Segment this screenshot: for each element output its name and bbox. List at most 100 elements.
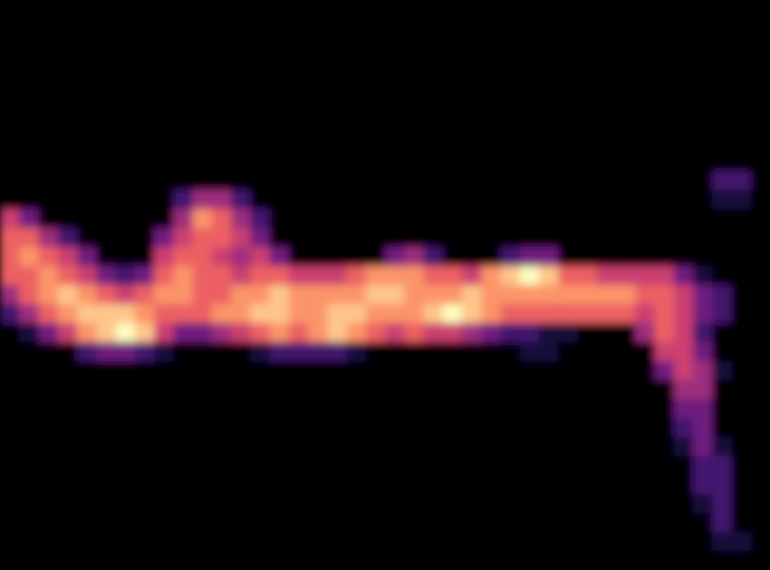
heat-cell <box>655 38 675 58</box>
heat-cell <box>539 114 559 134</box>
heat-cell <box>231 342 251 362</box>
heat-cell <box>270 551 290 570</box>
heat-cell <box>712 342 732 362</box>
heat-cell <box>539 266 559 286</box>
heat-cell <box>173 323 193 343</box>
heat-cell <box>712 380 732 400</box>
heat-cell <box>558 323 578 343</box>
heat-cell <box>270 57 290 77</box>
heat-cell <box>19 494 39 514</box>
heat-cell <box>366 551 386 570</box>
heat-cell <box>578 228 598 248</box>
heat-cell <box>250 76 270 96</box>
heat-cell <box>231 456 251 476</box>
heat-cell <box>366 304 386 324</box>
heat-cell <box>366 19 386 39</box>
heat-cell <box>558 57 578 77</box>
heat-cell <box>655 0 675 20</box>
heat-cell <box>19 247 39 267</box>
heat-cell <box>443 304 463 324</box>
heat-cell <box>77 19 97 39</box>
heat-cell <box>712 171 732 191</box>
heat-cell <box>655 76 675 96</box>
heat-cell <box>732 76 752 96</box>
heat-cell <box>481 551 501 570</box>
heat-cell <box>289 0 309 20</box>
heat-cell <box>270 532 290 552</box>
heat-cell <box>212 190 232 210</box>
heat-cell <box>0 323 20 343</box>
heat-cell <box>404 247 424 267</box>
heat-cell <box>539 133 559 153</box>
heat-cell <box>96 19 116 39</box>
heat-cell <box>289 171 309 191</box>
heat-cell <box>424 437 444 457</box>
heat-cell <box>308 38 328 58</box>
heat-cell <box>597 342 617 362</box>
heat-cell <box>539 456 559 476</box>
heat-cell <box>77 247 97 267</box>
heat-cell <box>289 342 309 362</box>
heat-cell <box>212 152 232 172</box>
heat-cell <box>308 0 328 20</box>
heat-cell <box>250 209 270 229</box>
heat-cell <box>77 228 97 248</box>
heat-cell <box>404 209 424 229</box>
heat-cell <box>539 171 559 191</box>
heat-cell <box>327 285 347 305</box>
heat-cell <box>558 76 578 96</box>
heat-cell <box>116 437 136 457</box>
heat-cell <box>462 494 482 514</box>
heat-cell <box>231 513 251 533</box>
heat-cell <box>616 418 636 438</box>
heat-cell <box>481 228 501 248</box>
heat-cell <box>250 323 270 343</box>
heat-cell <box>501 456 521 476</box>
heat-cell <box>77 190 97 210</box>
heat-cell <box>347 304 367 324</box>
heat-cell <box>385 323 405 343</box>
heat-cell <box>616 494 636 514</box>
heat-cell <box>39 76 59 96</box>
heat-cell <box>250 475 270 495</box>
heat-cell <box>0 285 20 305</box>
heat-cell <box>0 342 20 362</box>
heat-cell <box>674 38 694 58</box>
heat-cell <box>732 209 752 229</box>
heat-cell <box>250 171 270 191</box>
heat-cell <box>578 532 598 552</box>
heat-cell <box>58 399 78 419</box>
page: {"chart_data": {"type": "heatmap", "tick… <box>0 0 770 570</box>
heat-cell <box>751 323 770 343</box>
heat-cell <box>308 380 328 400</box>
heat-cell <box>712 76 732 96</box>
heat-cell <box>193 133 213 153</box>
heat-cell <box>347 38 367 58</box>
heat-cell <box>539 494 559 514</box>
heat-cell <box>193 228 213 248</box>
heat-cell <box>732 551 752 570</box>
heat-cell <box>193 475 213 495</box>
heat-cell <box>539 228 559 248</box>
heat-cell <box>674 475 694 495</box>
heat-cell <box>578 19 598 39</box>
heat-cell <box>751 532 770 552</box>
heat-cell <box>366 456 386 476</box>
heat-cell <box>424 418 444 438</box>
heat-cell <box>96 38 116 58</box>
heat-cell <box>135 247 155 267</box>
heat-cell <box>712 456 732 476</box>
heat-cell <box>385 399 405 419</box>
heat-cell <box>712 133 732 153</box>
heat-cell <box>308 532 328 552</box>
heat-cell <box>0 171 20 191</box>
heat-cell <box>308 475 328 495</box>
heat-cell <box>732 475 752 495</box>
heat-cell <box>327 247 347 267</box>
heat-cell <box>443 532 463 552</box>
heat-cell <box>501 19 521 39</box>
heat-cell <box>674 133 694 153</box>
heat-cell <box>635 323 655 343</box>
heat-cell <box>58 475 78 495</box>
heat-cell <box>751 494 770 514</box>
